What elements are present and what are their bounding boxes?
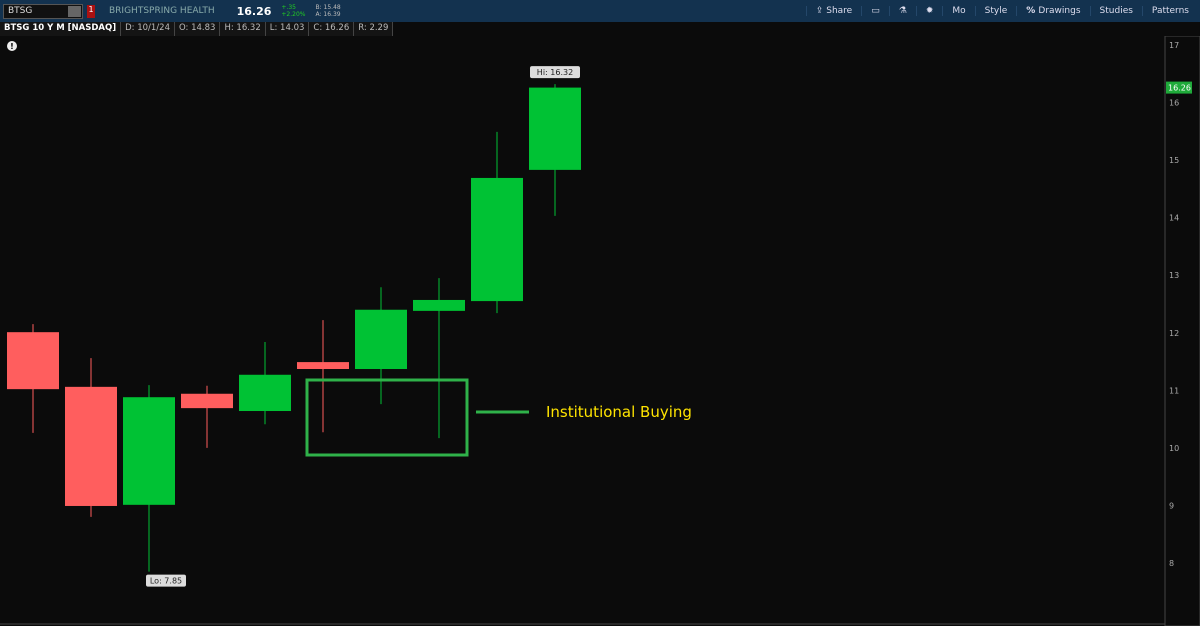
candle-body (7, 332, 59, 390)
info-open: O: 14.83 (175, 22, 221, 36)
last-price: 16.26 (236, 4, 272, 18)
last-price-tag (1166, 81, 1192, 94)
share-icon: ⇪ (815, 6, 827, 16)
candle-body (529, 87, 581, 170)
y-tick-label: 8 (1169, 559, 1174, 568)
info-date: D: 10/1/24 (121, 22, 175, 36)
company-name: BRIGHTSPRING HEALTH (109, 6, 215, 16)
lo-label: Lo: 7.85 (150, 577, 182, 586)
hi-label: Hi: 16.32 (537, 68, 573, 77)
candle-body (355, 309, 407, 370)
y-tick-label: 9 (1169, 501, 1174, 510)
lo-label-box (146, 574, 186, 587)
header-bar: BTSG 1 BRIGHTSPRING HEALTH 16.26 +.35 +2.… (0, 0, 1200, 22)
candle-body (239, 374, 291, 412)
net-change: +.35 (281, 4, 296, 11)
symbol-input[interactable]: BTSG (3, 3, 83, 19)
candlestick-chart[interactable]: ! 8 9 10 11 12 13 14 15 16 17 16.26 Hi: 16.32 Lo: 7.8… (0, 36, 1200, 626)
info-high: H: 16.32 (220, 22, 266, 36)
ask: A: 16.39 (315, 11, 341, 18)
gear-icon[interactable]: ✹ (915, 6, 943, 16)
bid: B: 15.48 (315, 4, 341, 11)
info-range: R: 2.29 (354, 22, 394, 36)
candle-body (123, 397, 175, 505)
y-tick-label: 17 (1169, 41, 1179, 50)
style-button[interactable]: Style (974, 6, 1017, 16)
y-tick-label: 15 (1169, 156, 1179, 165)
price-axis (1164, 36, 1200, 626)
hi-label-box (530, 66, 580, 79)
candle-body (413, 299, 465, 311)
alert-icon-mark: ! (10, 42, 14, 51)
chart-title: BTSG 10 Y M [NASDAQ] (0, 22, 122, 36)
flask-icon[interactable]: ⚗ (888, 6, 916, 16)
y-tick-label: 10 (1169, 444, 1179, 453)
percent-icon: % (1026, 6, 1039, 16)
y-tick-label: 14 (1169, 214, 1179, 223)
info-low: L: 14.03 (265, 22, 310, 36)
chevron-down-icon[interactable] (68, 5, 81, 17)
y-tick-label: 11 (1169, 386, 1179, 395)
y-tick-label: 16 (1169, 99, 1179, 108)
share-button[interactable]: ⇪ Share (805, 6, 861, 16)
news-icon[interactable]: ▭ (861, 6, 889, 16)
annotation-text: Institutional Buying (546, 403, 692, 421)
symbol-text: BTSG (8, 5, 33, 16)
last-price-tag-text: 16.26 (1168, 84, 1191, 93)
patterns-button[interactable]: Patterns (1141, 6, 1198, 16)
y-tick-label: 13 (1169, 271, 1179, 280)
candle-body (297, 362, 349, 370)
y-tick-label: 12 (1169, 329, 1179, 338)
annotation-box (305, 378, 469, 457)
candle-body (181, 393, 233, 409)
candle-body (65, 386, 117, 506)
alert-badge[interactable]: 1 (87, 4, 95, 18)
pct-change: +2.20% (281, 11, 306, 18)
drawings-button[interactable]: % Drawings (1016, 6, 1089, 16)
candle-body (471, 177, 523, 302)
alert-icon (7, 41, 17, 51)
studies-button[interactable]: Studies (1089, 6, 1142, 16)
mo-button[interactable]: Mo (942, 6, 974, 16)
info-bar: BTSG 10 Y M [NASDAQ] D: 10/1/24 O: 14.83… (0, 22, 394, 36)
info-close: C: 16.26 (309, 22, 355, 36)
